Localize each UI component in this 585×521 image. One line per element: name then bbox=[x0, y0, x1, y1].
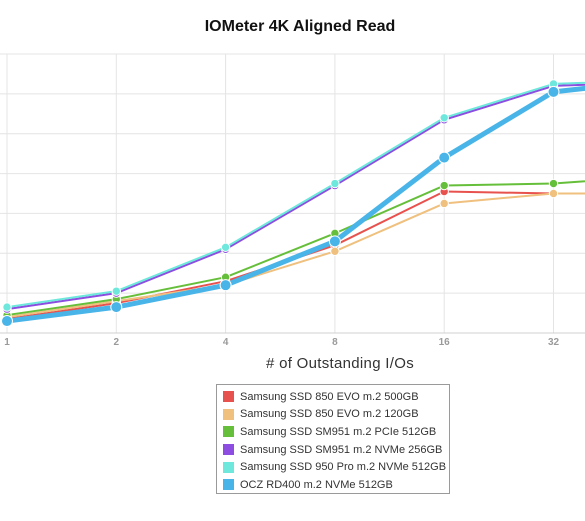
data-point bbox=[2, 302, 12, 312]
legend-item: Samsung SSD 950 Pro m.2 NVMe 512GB bbox=[223, 458, 449, 476]
x-tick-label: 2 bbox=[114, 337, 120, 348]
data-point bbox=[547, 85, 560, 98]
legend-item: Samsung SSD 850 EVO m.2 500GB bbox=[223, 388, 449, 406]
data-point bbox=[548, 188, 559, 199]
x-tick-label: 8 bbox=[332, 337, 338, 348]
legend-item: Samsung SSD SM951 m.2 PCIe 512GB bbox=[223, 423, 449, 441]
legend-item: Samsung SSD SM951 m.2 NVMe 256GB bbox=[223, 441, 449, 459]
legend: Samsung SSD 850 EVO m.2 500GB Samsung SSD… bbox=[216, 384, 450, 494]
legend-item: Samsung SSD 850 EVO m.2 120GB bbox=[223, 406, 449, 424]
chart-title: IOMeter 4K Aligned Read bbox=[204, 18, 396, 35]
data-point bbox=[330, 178, 340, 189]
data-point bbox=[220, 242, 231, 253]
data-point bbox=[1, 315, 13, 328]
grid-lines bbox=[0, 53, 585, 334]
legend-label: Samsung SSD 850 EVO m.2 500GB bbox=[240, 390, 419, 403]
series-line bbox=[6, 83, 585, 311]
legend-swatch bbox=[223, 408, 234, 420]
legend-swatch bbox=[223, 461, 234, 473]
plot-area: 1 2 4 8 16 32 bbox=[0, 53, 585, 348]
data-point bbox=[548, 178, 559, 189]
legend-label: Samsung SSD SM951 m.2 NVMe 256GB bbox=[240, 443, 443, 456]
x-tick-label: 4 bbox=[223, 337, 229, 348]
legend-item: OCZ RD400 m.2 NVMe 512GB bbox=[223, 476, 449, 494]
data-point bbox=[219, 279, 232, 292]
series-line bbox=[6, 81, 585, 309]
legend-swatch bbox=[223, 426, 234, 438]
series-layer bbox=[1, 79, 585, 328]
data-point bbox=[111, 286, 122, 296]
legend-swatch bbox=[223, 479, 234, 491]
data-point bbox=[439, 198, 449, 209]
x-tick-label: 1 bbox=[4, 337, 10, 348]
data-point bbox=[328, 235, 341, 248]
x-tick-label: 32 bbox=[548, 337, 560, 348]
data-point bbox=[330, 246, 340, 256]
legend-swatch bbox=[223, 391, 234, 403]
legend-label: Samsung SSD SM951 m.2 PCIe 512GB bbox=[240, 425, 437, 438]
legend-label: Samsung SSD 950 Pro m.2 NVMe 512GB bbox=[240, 461, 447, 474]
x-tick-label: 16 bbox=[439, 337, 451, 348]
data-point bbox=[439, 180, 449, 191]
data-point bbox=[439, 113, 449, 123]
data-point bbox=[438, 151, 451, 164]
legend-label: OCZ RD400 m.2 NVMe 512GB bbox=[240, 478, 393, 491]
legend-label: Samsung SSD 850 EVO m.2 120GB bbox=[240, 408, 419, 421]
data-point bbox=[110, 301, 123, 314]
x-axis-label: # of Outstanding I/Os bbox=[265, 355, 415, 372]
legend-swatch bbox=[223, 444, 234, 456]
series-line bbox=[4, 85, 585, 324]
x-tick-labels: 1 2 4 8 16 32 bbox=[4, 337, 559, 348]
